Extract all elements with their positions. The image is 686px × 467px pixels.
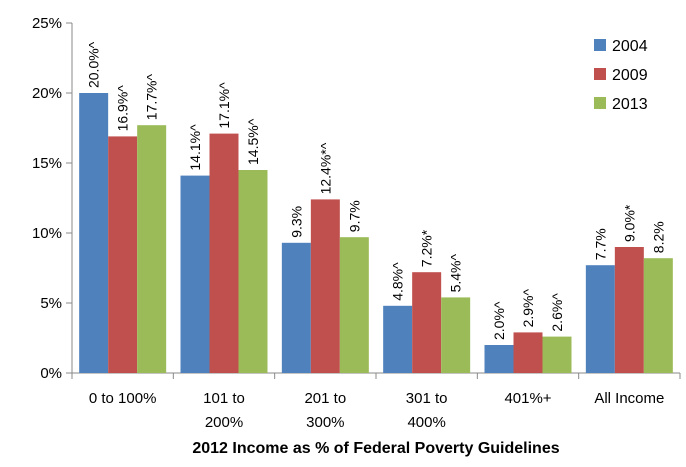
bar xyxy=(412,272,442,373)
y-tick-label: 25% xyxy=(32,15,62,32)
data-label: 5.4%^ xyxy=(448,253,464,292)
y-tick-label: 0% xyxy=(40,365,62,382)
x-tick-label: All Income xyxy=(594,390,665,407)
bar xyxy=(281,242,311,373)
bar xyxy=(79,93,109,373)
data-label: 14.1%^ xyxy=(187,124,203,171)
data-label: 14.5%^ xyxy=(245,118,261,165)
bar xyxy=(383,305,413,373)
bar xyxy=(209,133,239,373)
data-label: 9.3% xyxy=(288,206,304,238)
data-label: 20.0%^ xyxy=(86,41,102,88)
bar xyxy=(542,336,572,373)
bar xyxy=(339,237,369,373)
y-tick-label: 15% xyxy=(32,155,62,172)
legend-swatch xyxy=(594,68,606,80)
bar xyxy=(238,170,268,373)
x-tick-label: 301 to 400% xyxy=(405,390,448,431)
data-label: 2.9%^ xyxy=(520,288,536,327)
data-label: 8.2% xyxy=(650,221,666,253)
data-label: 7.2%* xyxy=(419,229,435,267)
y-tick-label: 20% xyxy=(32,85,62,102)
bar xyxy=(484,345,514,373)
bar xyxy=(585,265,615,373)
y-tick-label: 10% xyxy=(32,225,62,242)
x-tick-label: 401%+ xyxy=(504,390,552,407)
bar xyxy=(513,332,543,373)
data-label: 2.6%^ xyxy=(549,293,565,332)
legend-label: 2013 xyxy=(612,96,648,113)
data-label: 7.7% xyxy=(592,228,608,260)
data-label: 12.4%*^ xyxy=(317,142,333,194)
data-label: 4.8%^ xyxy=(390,262,406,301)
x-tick-label: 201 to 300% xyxy=(304,390,347,431)
data-label: 16.9%^ xyxy=(115,85,131,132)
legend-swatch xyxy=(594,39,606,51)
bar xyxy=(614,247,644,373)
x-axis-title: 2012 Income as % of Federal Poverty Guid… xyxy=(192,440,560,457)
x-tick-label: 0 to 100% xyxy=(88,390,157,407)
legend-label: 2009 xyxy=(612,67,648,84)
data-label: 17.1%^ xyxy=(216,82,232,129)
bar xyxy=(441,297,471,373)
data-label: 9.7% xyxy=(346,200,362,232)
data-label: 9.0%* xyxy=(621,204,637,242)
legend-label: 2004 xyxy=(612,38,648,55)
data-label: 2.0%^ xyxy=(491,301,507,340)
legend-swatch xyxy=(594,97,606,109)
bar xyxy=(643,258,673,373)
bar xyxy=(310,199,340,373)
bar xyxy=(108,136,138,373)
bar xyxy=(180,175,210,373)
y-tick-label: 5% xyxy=(40,295,62,312)
x-tick-label: 101 to 200% xyxy=(203,390,245,431)
data-label: 17.7%^ xyxy=(144,74,160,121)
bar xyxy=(137,125,167,373)
